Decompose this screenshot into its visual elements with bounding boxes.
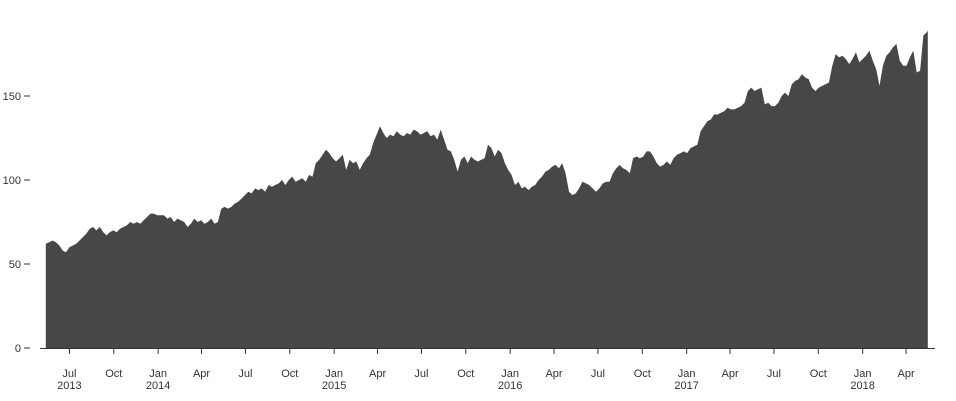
x-tick-label: Jul <box>414 368 428 380</box>
x-tick-label: Jul <box>238 368 252 380</box>
plot-area <box>45 30 928 348</box>
y-tick-label: 50 <box>9 259 21 271</box>
y-tick-label: 150 <box>3 91 21 103</box>
x-tick-year-label: 2017 <box>674 380 698 392</box>
x-tick-label: Jul <box>767 368 781 380</box>
y-tick-label: 0 <box>15 343 21 355</box>
x-tick-label: Jan <box>501 368 519 380</box>
x-tick-label: Apr <box>721 368 738 380</box>
x-tick-label: Oct <box>810 368 827 380</box>
x-tick-label: Jan <box>149 368 167 380</box>
x-tick-year-label: 2018 <box>850 380 874 392</box>
x-tick-year-label: 2015 <box>322 380 346 392</box>
x-tick-label: Jan <box>854 368 872 380</box>
x-tick-label: Oct <box>457 368 474 380</box>
x-tick-year-label: 2014 <box>146 380 170 392</box>
x-tick-label: Oct <box>105 368 122 380</box>
x-tick-label: Apr <box>545 368 562 380</box>
y-axis: 0 50 100 150 <box>3 91 30 355</box>
x-tick-label: Jan <box>325 368 343 380</box>
x-tick-label: Jul <box>591 368 605 380</box>
x-tick-year-label: 2013 <box>57 380 81 392</box>
x-tick-label: Jul <box>62 368 76 380</box>
x-tick-year-label: 2016 <box>498 380 522 392</box>
x-tick-label: Apr <box>193 368 210 380</box>
x-tick-label: Oct <box>634 368 651 380</box>
x-tick-label: Apr <box>369 368 386 380</box>
x-tick-label: Jan <box>678 368 696 380</box>
x-tick-label: Oct <box>281 368 298 380</box>
price-area <box>45 30 928 348</box>
x-tick-label: Apr <box>898 368 915 380</box>
y-tick-label: 100 <box>3 175 21 187</box>
